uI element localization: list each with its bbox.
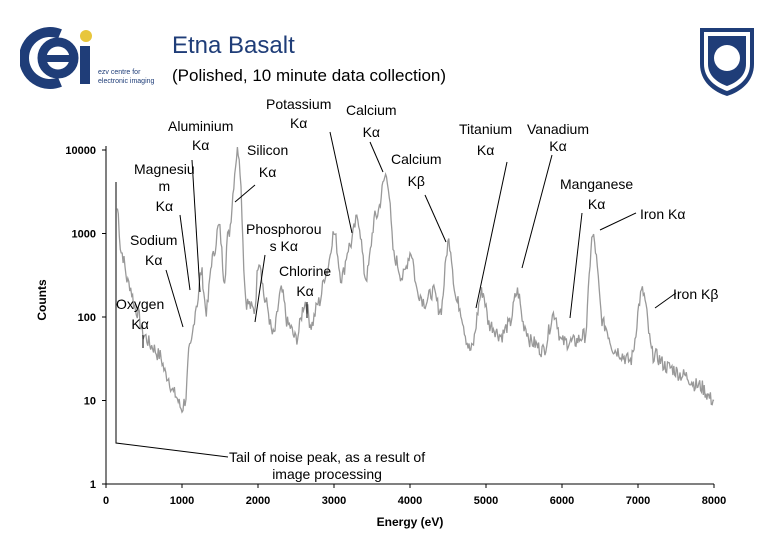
annotation-aluminium: Aluminium Kα (168, 118, 233, 154)
x-tick-label: 6000 (550, 495, 574, 507)
x-tick-label: 4000 (398, 495, 422, 507)
annotation-iron-b: Iron Kβ (673, 286, 718, 303)
y-tick-label: 10000 (65, 145, 96, 157)
annotation-silicon: Silicon Kα (247, 142, 288, 181)
annotation-magnesium-name-2: m (158, 178, 171, 194)
shield-logo-icon (700, 28, 754, 96)
y-tick-label: 100 (78, 312, 96, 324)
annotation-vanadium: Vanadium Kα (527, 121, 589, 155)
x-axis-label: Energy (eV) (377, 515, 444, 529)
cei-logo: ezv centre for electronic imaging (19, 22, 160, 94)
annotation-aluminium-line: Kα (191, 137, 210, 153)
annotation-leader-lines (115, 131, 677, 458)
annotation-iron-a-line: Iron Kα (640, 206, 686, 222)
annotation-calcium-a-name: Calcium (346, 102, 397, 118)
calcium-b-leader (424, 194, 447, 243)
annotation-phosphorous-line: s Kα (269, 238, 298, 254)
annotation-oxygen-line: Kα (131, 316, 149, 332)
phosphorous-leader (254, 254, 266, 323)
manganese-leader (569, 212, 583, 319)
x-tick-label: 3000 (322, 495, 346, 507)
annotation-manganese-name: Manganese (560, 176, 634, 192)
y-tick-label: 1 (90, 479, 96, 491)
x-tick-label: 8000 (702, 495, 726, 507)
annotation-tail-line-2: image processing (272, 466, 382, 482)
spectrum-line (116, 147, 715, 414)
annotation-phosphorous: Phosphorou s Kα (246, 221, 322, 255)
shield-logo (696, 24, 758, 98)
annotation-iron-b-line: Iron Kβ (673, 286, 719, 302)
annotation-iron-a: Iron Kα (640, 206, 685, 223)
iron-b-leader (654, 292, 677, 309)
cei-logo-icon (19, 27, 92, 89)
tail-leader (115, 182, 229, 458)
annotation-vanadium-line: Kα (549, 138, 567, 154)
x-tick-label: 2000 (246, 495, 270, 507)
annotation-calcium-b: Calcium Kβ (391, 151, 442, 190)
annotation-silicon-line: Kα (258, 164, 277, 180)
magnesium-leader (179, 214, 191, 291)
annotation-calcium-a: Calcium Kα (346, 102, 397, 141)
sodium-leader (165, 269, 184, 328)
annotation-magnesium-line: Kα (155, 198, 174, 214)
logo-text-line-1: ezv centre for (98, 69, 141, 76)
titanium-leader (475, 161, 508, 309)
annotation-sodium: Sodium Kα (130, 232, 177, 269)
annotation-magnesium: Magnesiu m Kα (134, 161, 195, 215)
annotation-manganese-line: Kα (587, 196, 606, 212)
y-tick-label: 10 (84, 396, 96, 408)
annotation-calcium-b-line: Kβ (407, 173, 425, 189)
annotation-oxygen-name: Oxygen (116, 296, 165, 312)
annotation-vanadium-name: Vanadium (527, 121, 590, 137)
annotation-titanium-line: Kα (476, 142, 495, 158)
annotation-chlorine-name: Chlorine (279, 263, 332, 279)
x-ticks: 0 1000 2000 3000 4000 5000 6000 7000 8000 (103, 484, 726, 507)
annotation-silicon-name: Silicon (247, 142, 289, 158)
annotation-chlorine: Chlorine Kα (279, 263, 331, 300)
annotation-phosphorous-name: Phosphorou (246, 221, 322, 237)
annotation-potassium-name: Potassium (266, 96, 332, 112)
vanadium-leader (521, 154, 553, 269)
y-tick-label: 1000 (72, 229, 96, 241)
iron-a-leader (599, 212, 637, 231)
annotation-magnesium-name-1: Magnesiu (134, 161, 195, 177)
x-tick-label: 0 (103, 495, 109, 507)
aluminium-leader (191, 159, 201, 293)
silicon-leader (234, 184, 256, 203)
x-tick-label: 7000 (626, 495, 650, 507)
x-tick-label: 1000 (170, 495, 194, 507)
annotation-tail-line-1: Tail of noise peak, as a result of (229, 449, 426, 465)
annotation-calcium-b-name: Calcium (391, 151, 442, 167)
annotation-oxygen: Oxygen Kα (116, 296, 164, 333)
y-ticks: 1 10 100 1000 10000 (65, 145, 106, 491)
annotation-titanium: Titanium Kα (459, 121, 512, 159)
page-title: Etna Basalt (172, 32, 295, 59)
potassium-leader (329, 131, 353, 234)
annotation-sodium-name: Sodium (130, 232, 178, 248)
annotation-manganese: Manganese Kα (560, 176, 633, 213)
x-tick-label: 5000 (474, 495, 498, 507)
annotation-titanium-name: Titanium (459, 121, 513, 137)
annotation-calcium-a-line: Kα (362, 124, 380, 140)
annotation-potassium: Potassium Kα (266, 96, 331, 132)
logo-text-line-2: electronic imaging (98, 78, 155, 85)
calcium-a-leader (369, 141, 384, 173)
y-axis-label: Counts (35, 279, 49, 321)
annotation-chlorine-line: Kα (296, 283, 314, 299)
annotation-tail: Tail of noise peak, as a result of image… (229, 449, 425, 483)
page-subtitle: (Polished, 10 minute data collection) (172, 66, 447, 85)
annotation-sodium-line: Kα (145, 252, 163, 268)
annotation-aluminium-name: Aluminium (168, 118, 234, 134)
annotation-potassium-line: Kα (289, 115, 308, 131)
